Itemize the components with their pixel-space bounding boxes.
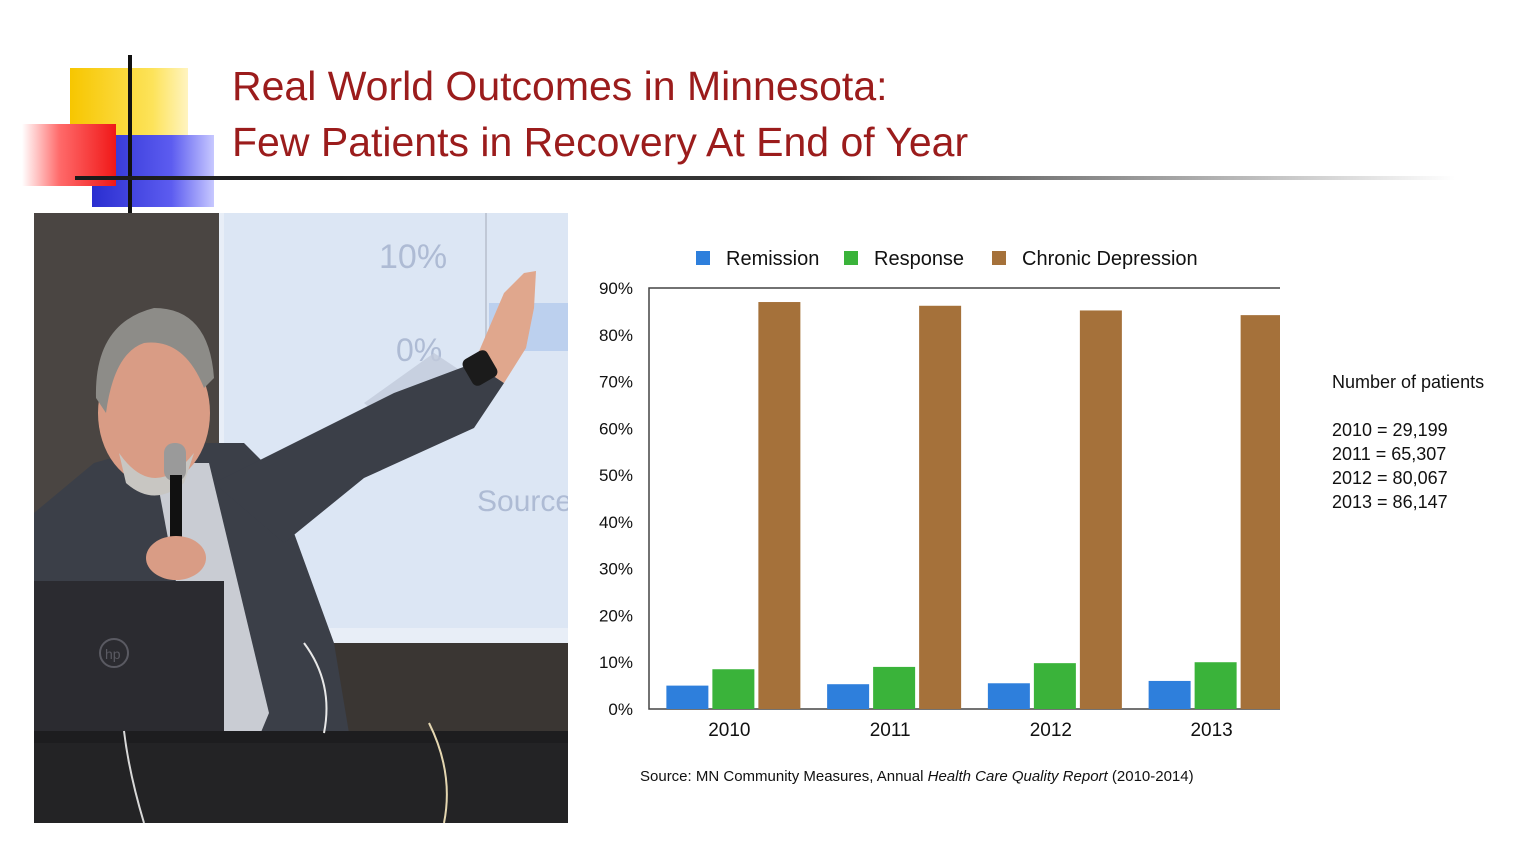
patients-heading: Number of patients xyxy=(1332,372,1485,392)
y-tick-label: 20% xyxy=(599,606,633,625)
bar-remission-2012 xyxy=(987,683,1030,709)
y-tick-label: 70% xyxy=(599,373,633,392)
legend-swatch-response xyxy=(844,251,858,265)
slide-title-line-2: Few Patients in Recovery At End of Year xyxy=(232,119,969,165)
bar-response-2012 xyxy=(1033,663,1076,709)
y-tick-label: 90% xyxy=(599,279,633,298)
patients-note: Number of patients 2010 = 29,199 2011 = … xyxy=(1332,370,1484,514)
bar-chronic-depression-2010 xyxy=(758,302,801,709)
source-report-title: Health Care Quality Report xyxy=(927,768,1108,785)
y-axis: 0% 10% 20% 30% 40% 50% 60% 70% 80% 90% xyxy=(599,279,633,719)
patients-line-2010: 2010 = 29,199 xyxy=(1332,420,1448,440)
title-divider xyxy=(75,176,1455,180)
x-tick-label: 2012 xyxy=(1030,720,1072,741)
y-tick-label: 30% xyxy=(599,560,633,579)
bar-chart: Remission Response Chronic Depression 0% 10… xyxy=(599,248,1280,741)
legend-swatch-chronic-depression xyxy=(992,251,1006,265)
bar-remission-2013 xyxy=(1148,680,1191,709)
bar-chronic-depression-2011 xyxy=(919,305,962,709)
patients-line-2012: 2012 = 80,067 xyxy=(1332,468,1448,488)
logo-red-square xyxy=(22,124,116,186)
x-tick-label: 2011 xyxy=(870,720,911,741)
legend-swatch-remission xyxy=(696,251,710,265)
y-tick-label: 10% xyxy=(599,653,633,672)
bar-chronic-depression-2012 xyxy=(1079,310,1122,709)
laptop-logo: hp xyxy=(105,646,121,662)
source-citation: Source: MN Community Measures, Annual He… xyxy=(640,768,1194,785)
bar-chronic-depression-2013 xyxy=(1240,315,1280,709)
source-suffix: (2010-2014) xyxy=(1107,768,1194,785)
bar-response-2013 xyxy=(1194,662,1237,709)
source-prefix: Source: MN Community Measures, Annual xyxy=(640,768,928,785)
patients-line-2013: 2013 = 86,147 xyxy=(1332,492,1448,512)
bar-response-2011 xyxy=(873,666,916,709)
y-tick-label: 60% xyxy=(599,419,633,438)
slide-title: Real World Outcomes in Minnesota: Few Pa… xyxy=(232,58,968,170)
bars xyxy=(666,302,1280,709)
legend-label-remission: Remission xyxy=(726,248,819,270)
screen-text-10pct: 10% xyxy=(379,238,447,276)
legend-label-response: Response xyxy=(874,248,964,270)
speaker-photo: 10% 0% Source hp xyxy=(34,213,568,823)
y-tick-label: 40% xyxy=(599,513,633,532)
bar-remission-2010 xyxy=(666,685,709,709)
y-tick-label: 0% xyxy=(608,700,633,719)
chart-legend: Remission Response Chronic Depression xyxy=(696,248,1198,270)
logo-vertical-line xyxy=(128,55,132,213)
x-axis: 2010 2011 2012 2013 xyxy=(708,720,1233,741)
y-tick-label: 80% xyxy=(599,326,633,345)
x-tick-label: 2013 xyxy=(1190,720,1232,741)
speaker-photo-illustration: 10% 0% Source hp xyxy=(34,213,568,823)
patients-line-2011: 2011 = 65,307 xyxy=(1332,444,1447,464)
x-tick-label: 2010 xyxy=(708,720,750,741)
screen-text-source: Source xyxy=(477,485,568,518)
bar-response-2010 xyxy=(712,669,755,709)
bar-remission-2011 xyxy=(827,684,870,709)
y-tick-label: 50% xyxy=(599,466,633,485)
plot-frame xyxy=(648,287,1280,710)
legend-label-chronic-depression: Chronic Depression xyxy=(1022,248,1198,270)
slide-title-line-1: Real World Outcomes in Minnesota: xyxy=(232,63,888,109)
